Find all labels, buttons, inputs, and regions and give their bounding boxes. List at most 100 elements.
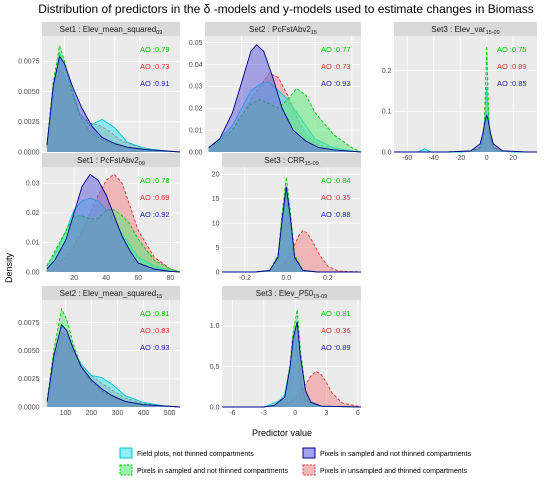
- x-tick-label: -40: [429, 155, 439, 162]
- density-area-series-4: [47, 324, 181, 407]
- panel-4: Set1 : PcFstAbv209 0.00 0.01 0.02 0.03 20 40 60…: [26, 153, 181, 282]
- ao-label-1: AO :0.84: [321, 176, 351, 185]
- panel-strip-label: Set2 : PcFstAbv215: [249, 25, 317, 36]
- density-area-series-4: [46, 174, 180, 272]
- ao-label-1: AO :0.77: [321, 45, 351, 54]
- ao-label-3: AO :0.93: [321, 79, 351, 88]
- y-tick-label: 0.0025: [18, 376, 40, 383]
- ao-label-3: AO :0.91: [140, 79, 170, 88]
- panel-strip: [42, 22, 180, 36]
- x-tick-label: -6: [229, 410, 235, 417]
- x-axis-title: Predictor value: [252, 428, 312, 438]
- y-tick-label: 10: [212, 220, 220, 227]
- y-tick-label: 0.0: [382, 149, 392, 156]
- ao-label-1: AO :0.81: [140, 309, 170, 318]
- y-tick-label: 0.0000: [18, 404, 40, 411]
- legend-swatch: [302, 447, 316, 459]
- x-tick-label: -0.2: [239, 275, 251, 282]
- density-line-series-4: [222, 186, 361, 273]
- density-line-series-2: [222, 370, 362, 408]
- ao-label-3: AO :0.92: [140, 210, 170, 219]
- ao-label-3: AO :0.89: [321, 343, 351, 352]
- ao-label-1: AO :0.81: [321, 309, 351, 318]
- legend-item-2: Pixels in sampled and not thinned compar…: [302, 447, 471, 459]
- x-tick-label: 0.2: [323, 275, 333, 282]
- x-tick-label: 400: [138, 410, 150, 417]
- y-tick-label: 0: [216, 269, 220, 276]
- panel-strip-label: Set3 : CRR15-09: [264, 156, 319, 167]
- panel-strip-label: Set2 : Elev_mean_squared15: [60, 289, 163, 300]
- density-line-series-4: [46, 323, 181, 408]
- ao-label-2: AO :0.35: [321, 193, 351, 202]
- ao-label-3: AO :0.85: [497, 79, 527, 88]
- panel-3: Set3 : Elev_var15-09 0.0 0.1 0.2 -60 -40 -20 0 2…: [382, 22, 537, 162]
- density-area-series-2: [222, 371, 361, 407]
- x-tick-label: 20: [70, 275, 78, 282]
- y-tick-label: 0.03: [26, 181, 40, 188]
- legend-item-4: Pixels in unsampled and thinned compartm…: [302, 464, 468, 476]
- y-tick-label: 0.02: [26, 210, 40, 217]
- panel-6: Set2 : Elev_mean_squared15 0.0000 0.0025 0.…: [18, 286, 181, 417]
- legend-swatch: [302, 464, 316, 476]
- y-tick-label: 0.02: [189, 106, 203, 113]
- panel-strip: [42, 286, 180, 300]
- x-tick-label: 6: [356, 410, 360, 417]
- y-tick-label: 0.1: [382, 109, 392, 116]
- y-tick-label: 0.0025: [18, 119, 40, 126]
- panel-strip-label: Set3 : Elev_var15-09: [431, 25, 499, 36]
- y-tick-label: 0.0050: [18, 348, 40, 355]
- ao-label-3: AO :0.88: [321, 210, 351, 219]
- panel-strip: [205, 22, 361, 36]
- y-tick-label: 0.0075: [18, 59, 40, 66]
- ao-label-1: AO :0.78: [140, 176, 170, 185]
- legend-label: Field plots, not thinned compartments: [137, 451, 254, 458]
- legend-label: Pixels in sampled and not thinned compar…: [137, 468, 288, 475]
- x-tick-label: 100: [60, 410, 72, 417]
- y-tick-label: 1.0: [210, 323, 220, 330]
- density-line-series-4: [208, 44, 362, 153]
- panel-2: Set2 : PcFstAbv215 0.00 0.01 0.02 0.03 0.04 0.…: [189, 22, 362, 162]
- density-area-series-4: [47, 56, 180, 152]
- density-line-series-3: [46, 209, 181, 273]
- density-area-series-4: [208, 44, 361, 152]
- y-tick-label: 15: [212, 196, 220, 203]
- y-axis-title: Density: [4, 252, 14, 283]
- chart-title: Distribution of predictors in the δ -mod…: [38, 2, 534, 16]
- y-tick-label: 0.0: [210, 404, 220, 411]
- y-tick-label: 0.04: [189, 62, 203, 69]
- panel-5: Set3 : CRR15-09 0 5 10 15 20 -0.2 0.0 0.2 AO :0.8…: [212, 153, 362, 282]
- x-tick-label: 3: [325, 410, 329, 417]
- y-tick-label: 0.0000: [18, 149, 40, 156]
- panel-strip: [394, 22, 537, 36]
- legend-swatch: [119, 447, 133, 459]
- panel-strip: [42, 153, 180, 167]
- x-tick-label: 0: [293, 410, 297, 417]
- panel-strip-label: Set3 : Elev_P5015-09: [256, 289, 327, 300]
- ao-label-2: AO :0.73: [321, 62, 351, 71]
- y-tick-label: 0.01: [26, 240, 40, 247]
- x-tick-label: -3: [261, 410, 267, 417]
- y-tick-label: 0.0050: [18, 89, 40, 96]
- density-line-series-4: [394, 113, 537, 153]
- legend-swatch: [119, 464, 133, 476]
- x-tick-label: 60: [134, 275, 142, 282]
- panel-grid: Set1 : Elev_mean_squared090.00000.00250.…: [18, 22, 537, 417]
- ao-label-3: AO :0.93: [140, 343, 170, 352]
- y-tick-label: 0.05: [189, 40, 203, 47]
- density-line-series-4: [222, 321, 362, 408]
- y-tick-label: 20: [212, 172, 220, 179]
- x-tick-label: 0: [485, 155, 489, 162]
- x-tick-label: 40: [102, 275, 110, 282]
- legend-label: Pixels in sampled and not thinned compar…: [320, 451, 471, 458]
- panel-7: Set3 : Elev_P5015-09 0.0 0.5 1.0 -6 -3 0 3 6 AO :…: [210, 286, 362, 417]
- panel-strip-label: Set1 : PcFstAbv209: [77, 156, 145, 167]
- x-tick-label: -60: [402, 155, 412, 162]
- ao-label-1: AO :0.75: [497, 45, 527, 54]
- ao-label-2: AO :0.73: [140, 62, 170, 71]
- panel-strip-label: Set1 : Elev_mean_squared09: [60, 25, 163, 36]
- legend-label: Pixels in unsampled and thinned compartm…: [320, 468, 468, 475]
- x-tick-label: 500: [164, 410, 176, 417]
- y-tick-label: 0.5: [210, 364, 220, 371]
- y-tick-label: 0.2: [382, 68, 392, 75]
- panel-strip: [222, 153, 361, 167]
